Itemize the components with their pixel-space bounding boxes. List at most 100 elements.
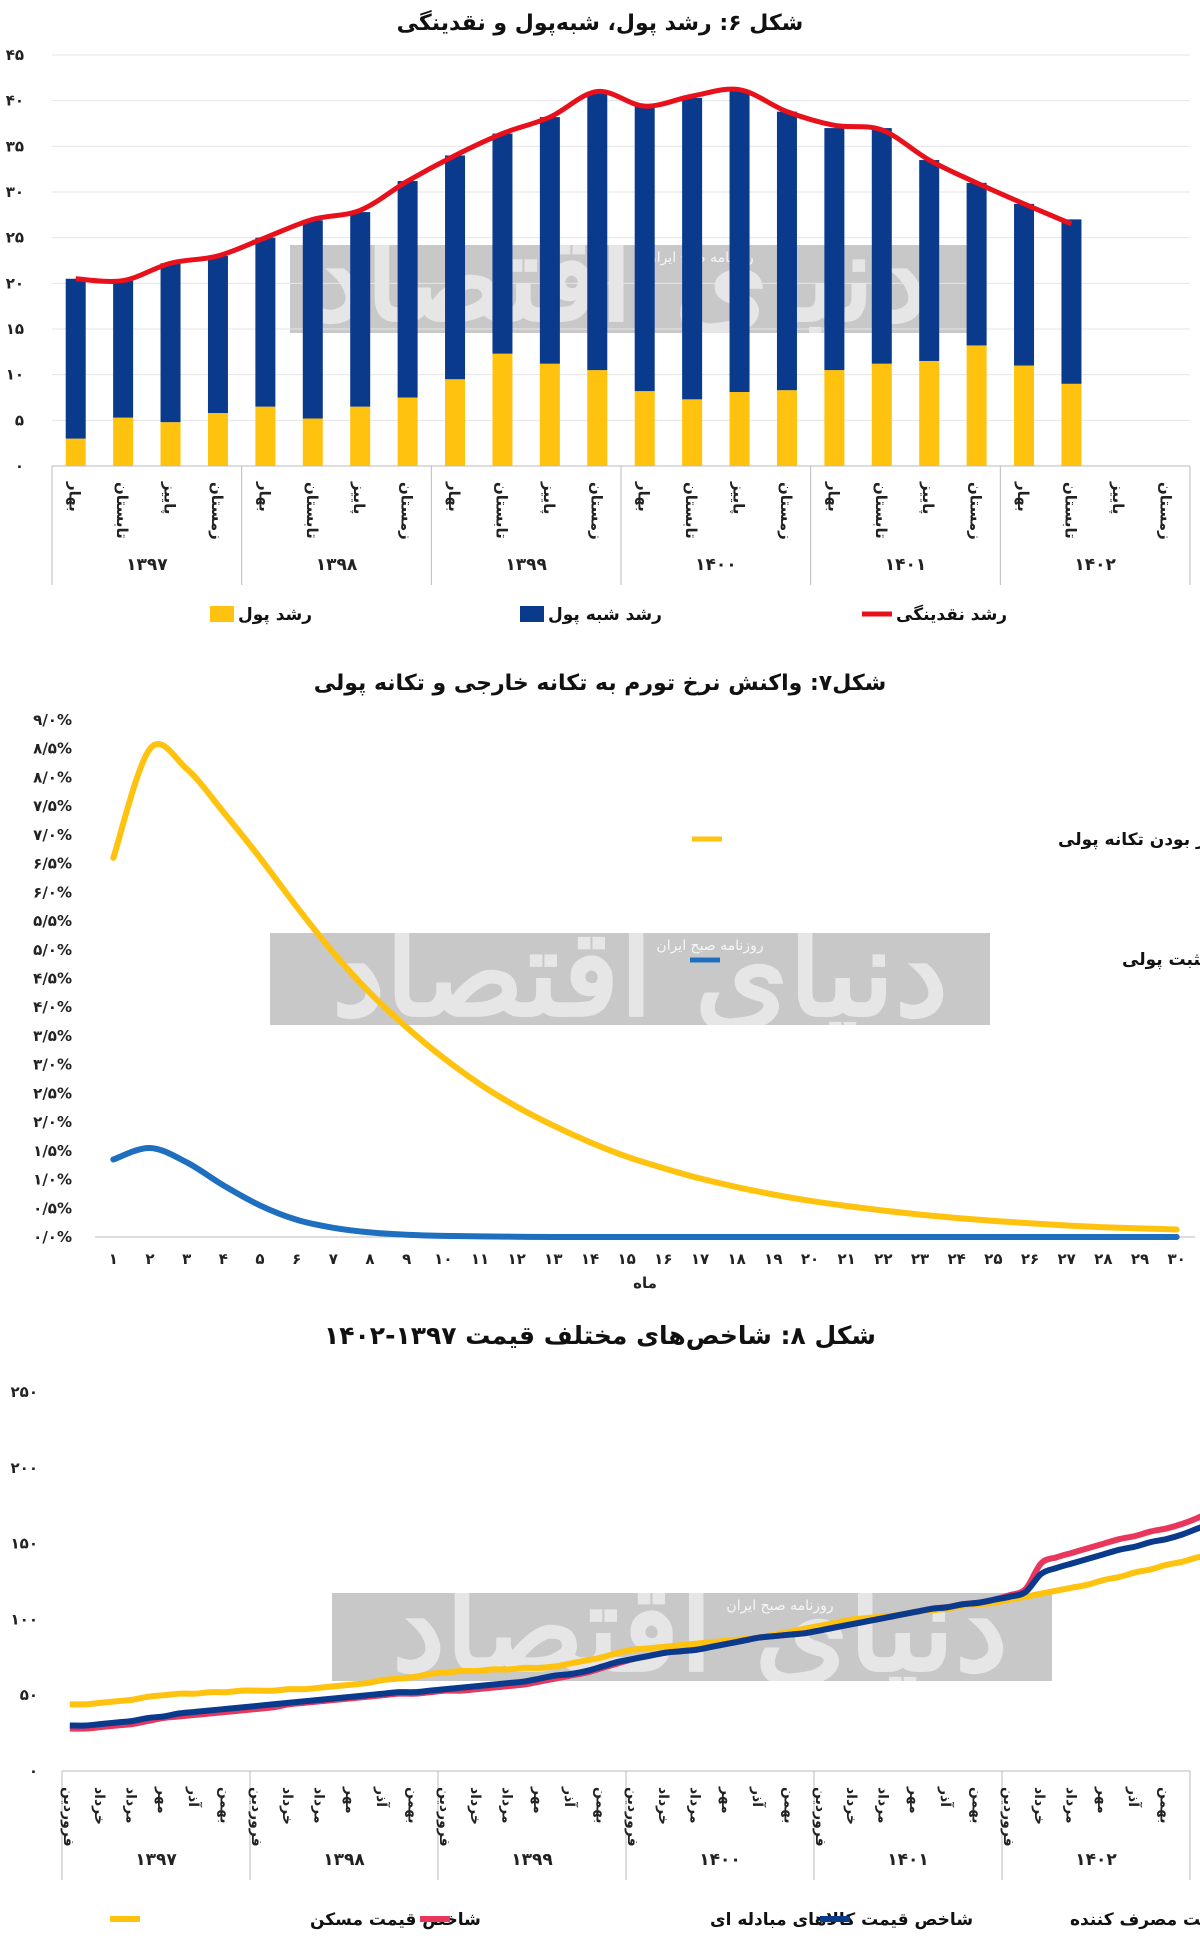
x-tick-label: ۲۲ <box>874 1250 892 1268</box>
bar-quasi-money <box>1061 219 1082 384</box>
y-tick-label: ۷/۰% <box>33 826 72 844</box>
y-tick-label: ۳/۵% <box>33 1027 72 1045</box>
watermark: دنیای اقتصاد روزنامه صبح ایران <box>290 208 970 349</box>
watermark-text: دنیای اقتصاد <box>332 903 948 1044</box>
y-tick-label: ۴/۰% <box>33 998 72 1016</box>
legend-external: اعمال تکانه خارجی و صفر بودن تکانه پولی <box>1058 830 1200 850</box>
x-tick-month: مهر <box>342 1786 358 1814</box>
bar-money <box>871 363 892 466</box>
figure-7-legend: اعمال تکانه خارجی و صفر بودن تکانه پولی … <box>690 830 1200 970</box>
x-tick-label: ۱۹ <box>764 1250 782 1268</box>
bar-quasi-money <box>539 117 560 364</box>
x-tick-label: ۱۳ <box>544 1250 562 1268</box>
bar-quasi-money <box>350 212 371 407</box>
x-tick-season: پاییز <box>539 481 558 514</box>
legend-quasi: رشد شبه پول <box>548 605 662 625</box>
watermark-subtext: روزنامه صبح ایران <box>726 1598 833 1614</box>
x-tick-season: زمستان <box>398 482 416 540</box>
figure-8-title: شکل ۸: شاخص‌های مختلف قیمت ۱۳۹۷-۱۴۰۲ <box>324 1321 876 1350</box>
x-tick-month: فروردین <box>248 1787 264 1847</box>
figure-8-legend: شاخص قیمت مسکن شاخص قیمت کالاهای مبادله … <box>110 1910 1200 1930</box>
bar-money <box>492 353 513 466</box>
y-tick-label: ۰ <box>29 1762 38 1780</box>
watermark: دنیای اقتصاد روزنامه صبح ایران <box>332 1558 1052 1699</box>
bar-quasi-money <box>207 255 228 414</box>
x-axis-label: ماه <box>633 1274 657 1292</box>
bar-quasi-money <box>919 160 940 361</box>
bar-money <box>207 413 228 466</box>
x-tick-label: ۲۷ <box>1058 1250 1076 1268</box>
y-tick-label: ۰ <box>15 457 24 475</box>
legend-swatch-quasi <box>520 606 544 622</box>
figure-8-chart: شکل ۸: شاخص‌های مختلف قیمت ۱۳۹۷-۱۴۰۲ دنی… <box>11 1321 1200 1930</box>
y-tick-label: ۱/۰% <box>33 1171 72 1189</box>
y-tick-label: ۴/۵% <box>33 970 72 988</box>
bar-money <box>729 392 750 466</box>
figure-6-plot: ۰ ۵ ۱۰ ۱۵ ۲۰ ۲۵ ۳۰ ۳۵ ۴۰ ۴۵ بهار تابستان پاییز زمستان… <box>6 46 1191 585</box>
x-tick-month: مهر <box>1094 1786 1110 1814</box>
x-tick-month: خرداد <box>843 1787 859 1825</box>
x-tick-year: ۱۳۹۷ <box>135 1850 177 1870</box>
x-tick-label: ۲۹ <box>1131 1250 1149 1268</box>
x-tick-season: زمستان <box>1156 482 1174 540</box>
x-tick-month: بهمن <box>781 1787 797 1823</box>
x-tick-month: مهر <box>906 1786 922 1814</box>
y-tick-label: ۸/۵% <box>33 740 72 758</box>
x-tick-label: ۱۸ <box>728 1250 746 1268</box>
bar-quasi-money <box>729 89 750 393</box>
y-tick-label: ۱۵۰ <box>11 1535 38 1553</box>
x-tick-year: ۱۴۰۰ <box>695 555 737 575</box>
bar-quasi-money <box>824 128 845 371</box>
x-tick-season: تابستان <box>872 482 890 539</box>
x-tick-month: آذر <box>1125 1786 1143 1808</box>
x-tick-month: بهمن <box>405 1787 421 1823</box>
x-tick-month: خرداد <box>1031 1787 1047 1825</box>
x-tick-year: ۱۳۹۸ <box>316 555 358 575</box>
x-tick-month: مرداد <box>311 1787 327 1824</box>
bar-money <box>824 370 845 466</box>
y-tick-label: ۱۰ <box>6 366 24 384</box>
x-tick-label: ۲ <box>145 1250 154 1268</box>
x-tick-season: تابستان <box>1061 482 1079 539</box>
y-tick-label: ۹/۰% <box>33 711 72 729</box>
y-tick-label: ۲/۰% <box>33 1113 72 1131</box>
x-tick-season: بهار <box>445 481 463 512</box>
x-tick-year: ۱۴۰۲ <box>1075 1850 1117 1870</box>
figure-7: شکل۷: واکنش نرخ تورم به تکانه خارجی و تک… <box>0 660 1200 1310</box>
bar-money <box>65 438 86 466</box>
y-tick-label: ۰/۵% <box>33 1199 72 1217</box>
figure-8: شکل ۸: شاخص‌های مختلف قیمت ۱۳۹۷-۱۴۰۲ دنی… <box>0 1310 1200 1959</box>
x-tick-label: ۴ <box>219 1250 228 1268</box>
x-tick-month: فروردین <box>436 1787 452 1847</box>
legend-cpi: شاخص قیمت مصرف کننده <box>1070 1910 1200 1930</box>
x-tick-month: مهر <box>530 1786 546 1814</box>
x-tick-month: آذر <box>561 1786 579 1808</box>
y-tick-label: ۲۰۰ <box>11 1459 38 1477</box>
x-tick-year: ۱۴۰۰ <box>699 1850 741 1870</box>
x-tick-season: بهار <box>635 481 653 512</box>
x-tick-label: ۲۸ <box>1094 1250 1112 1268</box>
x-tick-label: ۹ <box>402 1250 411 1268</box>
x-tick-month: آذر <box>373 1786 391 1808</box>
x-tick-month: فروردین <box>1000 1787 1016 1847</box>
x-tick-season: پاییز <box>1108 481 1127 514</box>
bar-quasi-money <box>966 182 987 346</box>
bar-money <box>966 345 987 466</box>
x-tick-label: ۳ <box>182 1250 191 1268</box>
x-tick-season: تابستان <box>492 482 510 539</box>
x-tick-season: پاییز <box>349 481 368 514</box>
legend-money: رشد پول <box>238 605 312 625</box>
x-tick-month: فروردین <box>60 1787 76 1847</box>
x-tick-month: خرداد <box>91 1787 107 1825</box>
bar-quasi-money <box>776 111 797 391</box>
y-tick-label: ۱۵ <box>6 320 24 338</box>
y-tick-label: ۶/۰% <box>33 883 72 901</box>
x-tick-month: بهمن <box>593 1787 609 1823</box>
x-tick-label: ۲۰ <box>801 1250 819 1268</box>
x-tick-month: بهمن <box>969 1787 985 1823</box>
bar-quasi-money <box>587 91 608 371</box>
x-tick-month: مرداد <box>875 1787 891 1824</box>
x-tick-season: بهار <box>66 481 84 512</box>
x-tick-label: ۱۴ <box>581 1250 599 1268</box>
bar-money <box>302 418 323 466</box>
